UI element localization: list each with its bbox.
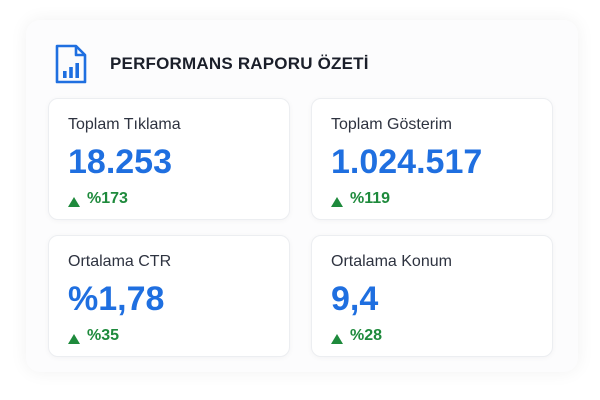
report-chart-icon <box>54 44 88 84</box>
metric-card-average-ctr: Ortalama CTR %1,78 %35 <box>48 235 290 357</box>
triangle-up-icon <box>68 331 80 344</box>
triangle-up-icon <box>331 194 343 207</box>
metric-value: 1.024.517 <box>331 143 483 181</box>
metric-change-value: %28 <box>350 327 383 344</box>
metric-label: Ortalama CTR <box>68 253 172 270</box>
metric-card-total-clicks: Toplam Tıklama 18.253 %173 <box>48 98 290 220</box>
metric-value: %1,78 <box>68 280 165 318</box>
metric-change-value: %173 <box>87 190 128 207</box>
metric-change: %119 <box>331 190 552 208</box>
page-title: PERFORMANS RAPORU ÖZETİ <box>110 54 369 73</box>
metric-label: Toplam Gösterim <box>331 116 452 133</box>
metric-value: 18.253 <box>68 143 172 181</box>
triangle-up-icon <box>68 194 80 207</box>
triangle-up-icon <box>331 331 343 344</box>
metric-change: %173 <box>68 190 289 208</box>
metric-label: Toplam Tıklama <box>68 116 181 133</box>
metric-change-value: %35 <box>87 327 120 344</box>
metric-change: %35 <box>68 327 289 345</box>
metric-card-total-impressions: Toplam Gösterim 1.024.517 %119 <box>311 98 553 220</box>
metric-value: 9,4 <box>331 280 379 318</box>
metric-change: %28 <box>331 327 552 345</box>
metric-card-average-position: Ortalama Konum 9,4 %28 <box>311 235 553 357</box>
metric-label: Ortalama Konum <box>331 253 452 270</box>
panel-header: PERFORMANS RAPORU ÖZETİ <box>54 42 369 86</box>
metric-change-value: %119 <box>350 190 391 207</box>
